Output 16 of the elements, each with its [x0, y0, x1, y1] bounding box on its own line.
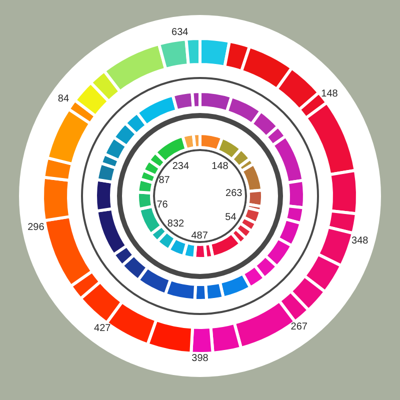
text: 263	[226, 188, 243, 200]
text: 487	[191, 230, 208, 242]
text: 296	[28, 222, 45, 234]
text: 234	[172, 160, 190, 172]
text: 832	[167, 218, 185, 230]
text: 427	[94, 323, 112, 334]
text: 87	[158, 174, 170, 186]
text: 148	[321, 88, 338, 100]
text: 267	[290, 321, 308, 332]
text: 348	[352, 235, 369, 246]
text: 54	[225, 212, 237, 224]
text: 76	[156, 200, 168, 211]
text: 84	[58, 94, 70, 105]
text: 634	[172, 26, 189, 38]
text: 148	[212, 160, 229, 172]
text: 398	[192, 352, 209, 364]
